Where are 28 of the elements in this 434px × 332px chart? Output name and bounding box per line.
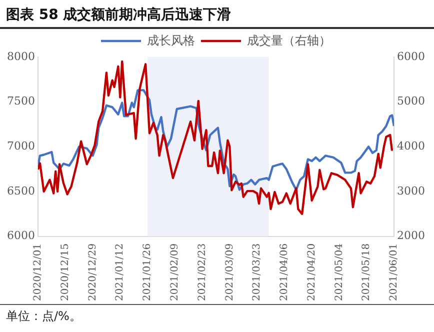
x-tick-label: 2021/03/23 <box>252 243 263 302</box>
x-tick-label: 2021/03/09 <box>224 243 236 302</box>
x-tick-label: 2021/04/20 <box>306 243 318 302</box>
x-tick-label: 2020/12/29 <box>87 243 98 302</box>
legend-label: 成长风格 <box>147 33 195 48</box>
x-tick-label: 2021/02/23 <box>196 243 208 302</box>
y2-tick-label: 3000 <box>397 184 426 198</box>
x-tick-label: 2020/12/01 <box>32 243 44 302</box>
x-tick-label: 2021/06/01 <box>388 243 400 302</box>
y-tick-label: 8000 <box>6 50 35 63</box>
y-tick-label: 7000 <box>6 140 35 153</box>
x-tick-label: 2021/04/06 <box>279 243 290 302</box>
y2-tick-label: 4000 <box>397 140 426 153</box>
x-tick-label: 2021/01/12 <box>114 243 126 302</box>
y2-tick-label: 6000 <box>397 50 426 63</box>
x-tick-label: 2021/05/04 <box>334 243 345 302</box>
x-tick-label: 2020/12/15 <box>60 243 71 302</box>
y2-tick-label: 5000 <box>397 94 426 108</box>
y-tick-label: 7500 <box>6 94 35 108</box>
x-tick-label: 2021/01/26 <box>142 243 154 302</box>
legend-label: 成交量（右轴） <box>247 33 331 48</box>
x-tick-label: 2021/05/18 <box>361 243 372 302</box>
y-tick-label: 6500 <box>6 184 35 198</box>
text: 单位：点/%。 <box>0 304 434 328</box>
chart-title: 图表 58 成交额前期冲高后迅速下滑 <box>0 0 434 29</box>
y-tick-label: 6000 <box>6 229 35 242</box>
x-tick-label: 2021/02/09 <box>170 243 181 302</box>
y2-tick-label: 2000 <box>397 229 426 242</box>
